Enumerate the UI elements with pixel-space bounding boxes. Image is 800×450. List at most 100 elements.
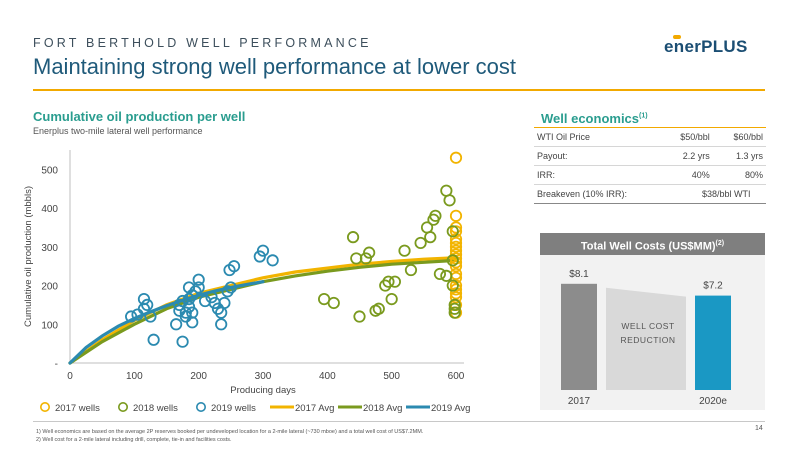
x-tick-label: 400 xyxy=(319,371,336,382)
x-tick-label: 500 xyxy=(383,371,400,382)
point-2019-wells xyxy=(227,260,241,273)
costs-header: Total Well Costs (US$MM)(2) xyxy=(540,233,765,255)
point-2018-wells xyxy=(414,236,427,250)
point-2017-wells xyxy=(449,279,463,292)
point-2017-wells xyxy=(449,236,463,250)
legend-marker-2018-wells xyxy=(118,401,129,412)
point-2018-wells xyxy=(448,298,461,312)
point-2019-wells xyxy=(215,318,228,331)
x-tick-label: 0 xyxy=(67,371,73,382)
legend-marker-2017-wells xyxy=(39,401,50,412)
econ-label: WTI Oil Price xyxy=(537,132,590,142)
table-row: WTI Oil Price $50/bbl $60/bbl xyxy=(534,127,766,147)
point-2018-wells xyxy=(446,225,459,238)
legend-label-2017-wells: 2017 wells xyxy=(55,403,100,414)
legend-marker-2019-wells xyxy=(196,401,207,412)
cost-value-label: $8.1 xyxy=(569,269,589,280)
y-axis-label: Cumulative oil production (mbbls) xyxy=(23,186,34,327)
point-2018-wells xyxy=(372,302,385,315)
point-2019-wells xyxy=(176,335,189,348)
point-2017-wells xyxy=(449,291,463,304)
y-tick-label: 100 xyxy=(41,320,58,331)
econ-value: $50/bbl xyxy=(680,132,710,142)
econ-label: IRR: xyxy=(537,170,555,180)
point-2019-wells xyxy=(192,281,205,294)
y-tick-label: 500 xyxy=(41,165,58,176)
point-2019-wells xyxy=(256,244,270,257)
point-2019-wells xyxy=(266,254,279,267)
point-2018-wells xyxy=(404,263,418,277)
point-2018-wells xyxy=(446,279,459,292)
table-row: IRR: 40% 80% xyxy=(534,166,766,185)
y-tick-label: 300 xyxy=(41,243,58,254)
point-2018-wells xyxy=(443,194,456,207)
legend-label-2018-avg: 2018 Avg xyxy=(363,403,402,414)
point-2019-wells xyxy=(147,333,160,346)
enerplus-logo: enerPLUS xyxy=(664,37,748,57)
x-axis-label: Producing days xyxy=(230,385,296,396)
point-2017-wells xyxy=(449,260,463,273)
point-2019-wells xyxy=(141,298,154,312)
x-tick-label: 200 xyxy=(190,371,207,382)
logo-part2: PLUS xyxy=(701,37,748,56)
cost-value-label: $7.2 xyxy=(703,281,723,292)
econ-value: $60/bbl xyxy=(733,132,763,142)
y-tick-label: - xyxy=(55,359,58,370)
point-2019-wells xyxy=(137,292,151,306)
point-2019-wells xyxy=(144,310,157,323)
footnote: 1) Well economics are based on the avera… xyxy=(36,429,424,435)
legend-label-2017-avg: 2017 Avg xyxy=(295,403,334,414)
reduction-annotation: REDUCTION xyxy=(620,335,675,345)
point-2018-wells xyxy=(382,275,395,288)
x-tick-label: 600 xyxy=(448,371,465,382)
cost-category-label: 2020e xyxy=(699,396,727,407)
point-2018-wells xyxy=(359,252,373,265)
point-2019-wells xyxy=(179,306,192,319)
chart-subtitle: Enerplus two-mile lateral well performan… xyxy=(33,126,203,136)
point-2018-wells xyxy=(424,231,437,244)
point-2018-wells xyxy=(346,231,360,244)
y-tick-label: 200 xyxy=(41,282,58,293)
point-2018-wells xyxy=(353,310,366,323)
point-2018-wells xyxy=(327,296,340,310)
x-tick-label: 100 xyxy=(126,371,143,382)
point-2018-wells xyxy=(398,244,411,257)
point-2017-wells xyxy=(449,209,463,222)
point-2019-wells xyxy=(253,250,266,263)
point-2017-wells xyxy=(449,232,463,246)
table-row: Payout: 2.2 yrs 1.3 yrs xyxy=(534,147,766,166)
table-row: Breakeven (10% IRR): $38/bbl WTI xyxy=(534,185,766,204)
footnotes: 1) Well economics are based on the avera… xyxy=(36,428,423,444)
header-rule xyxy=(33,89,765,91)
point-2019-wells xyxy=(224,281,237,294)
point-2018-wells xyxy=(448,306,461,319)
legend-label-2019-wells: 2019 wells xyxy=(211,403,256,414)
point-2019-wells xyxy=(186,306,199,319)
point-2017-wells xyxy=(449,225,463,238)
econ-value: 80% xyxy=(744,170,763,180)
cost-bar-2017 xyxy=(561,283,597,390)
y-tick-label: 400 xyxy=(41,204,58,215)
logo-part1: ener xyxy=(664,37,702,56)
point-2018-wells xyxy=(433,267,447,281)
point-2018-wells xyxy=(388,275,401,288)
econ-value: 1.3 yrs xyxy=(735,151,763,161)
point-2018-wells xyxy=(440,269,453,282)
legend-label-2018-wells: 2018 wells xyxy=(133,403,178,414)
chart-title: Cumulative oil production per well xyxy=(33,109,246,124)
point-2018-wells xyxy=(429,209,442,222)
logo-accent xyxy=(673,35,681,39)
x-tick-label: 300 xyxy=(255,371,272,382)
point-2018-wells xyxy=(385,292,398,306)
point-2017-wells xyxy=(449,287,463,300)
page-title: Maintaining strong well performance at l… xyxy=(33,54,517,79)
footer-rule xyxy=(33,421,765,422)
header-kicker: FORT BERTHOLD WELL PERFORMANCE xyxy=(33,36,372,50)
economics-table: WTI Oil Price $50/bbl $60/bbl Payout: 2.… xyxy=(534,127,766,204)
point-2019-wells xyxy=(170,318,183,331)
economics-title: Well economics(1) xyxy=(541,111,648,126)
footnote: 2) Well cost for a 2-mile lateral includ… xyxy=(36,437,232,443)
econ-label: Breakeven (10% IRR): xyxy=(537,189,628,199)
